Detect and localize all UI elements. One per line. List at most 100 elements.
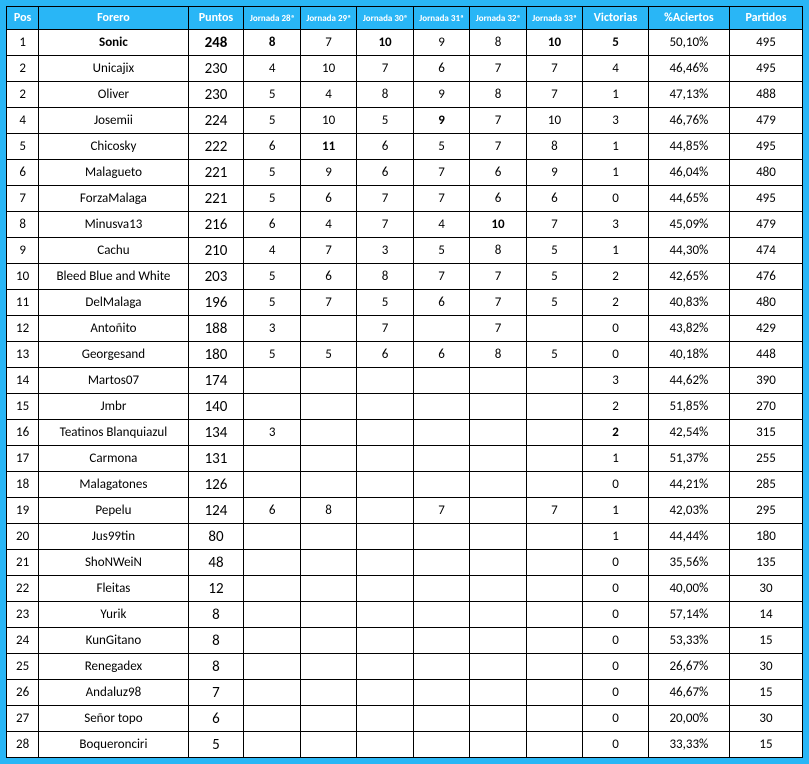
cell-j28 <box>244 706 300 732</box>
cell-j32: 7 <box>470 264 526 290</box>
cell-j32: 6 <box>470 186 526 212</box>
cell-j31 <box>413 420 469 446</box>
cell-aciertos: 40,18% <box>648 342 729 368</box>
col-header-puntos: Puntos <box>188 7 244 30</box>
cell-puntos: 48 <box>188 550 244 576</box>
cell-j31 <box>413 316 469 342</box>
cell-j33: 9 <box>526 160 582 186</box>
cell-j31: 5 <box>413 238 469 264</box>
cell-partidos: 429 <box>729 316 802 342</box>
table-row: 26Andaluz987046,67%15 <box>7 680 803 706</box>
cell-pos: 24 <box>7 628 39 654</box>
cell-j29 <box>300 394 356 420</box>
cell-forero: ShoNWeiN <box>39 550 188 576</box>
col-header-aciertos: %Aciertos <box>648 7 729 30</box>
cell-forero: Renegadex <box>39 654 188 680</box>
table-row: 8Minusva132166474107345,09%479 <box>7 212 803 238</box>
cell-j30 <box>357 654 413 680</box>
cell-j33: 7 <box>526 212 582 238</box>
table-row: 4Josemii22451059710346,76%479 <box>7 108 803 134</box>
cell-j30 <box>357 550 413 576</box>
cell-j29 <box>300 368 356 394</box>
cell-pos: 26 <box>7 680 39 706</box>
cell-j31: 7 <box>413 186 469 212</box>
cell-j31 <box>413 654 469 680</box>
cell-j30: 6 <box>357 160 413 186</box>
cell-j28: 5 <box>244 342 300 368</box>
cell-j28: 3 <box>244 316 300 342</box>
cell-j29: 6 <box>300 186 356 212</box>
cell-forero: Chicosky <box>39 134 188 160</box>
cell-j33 <box>526 602 582 628</box>
cell-puntos: 7 <box>188 680 244 706</box>
col-header-j31: Jornada 31ª <box>413 7 469 30</box>
cell-j32: 8 <box>470 82 526 108</box>
cell-j29 <box>300 420 356 446</box>
cell-j31: 5 <box>413 134 469 160</box>
cell-j32: 10 <box>470 212 526 238</box>
cell-forero: Teatinos Blanquiazul <box>39 420 188 446</box>
cell-j29: 7 <box>300 290 356 316</box>
cell-aciertos: 44,21% <box>648 472 729 498</box>
cell-aciertos: 44,30% <box>648 238 729 264</box>
cell-forero: Señor topo <box>39 706 188 732</box>
cell-j31: 9 <box>413 108 469 134</box>
cell-j29: 8 <box>300 498 356 524</box>
cell-aciertos: 42,65% <box>648 264 729 290</box>
cell-j31: 7 <box>413 498 469 524</box>
cell-pos: 20 <box>7 524 39 550</box>
cell-partidos: 135 <box>729 550 802 576</box>
cell-partidos: 15 <box>729 732 802 758</box>
cell-puntos: 221 <box>188 186 244 212</box>
cell-pos: 18 <box>7 472 39 498</box>
cell-j32 <box>470 550 526 576</box>
cell-pos: 5 <box>7 134 39 160</box>
cell-j28 <box>244 680 300 706</box>
cell-puntos: 222 <box>188 134 244 160</box>
cell-aciertos: 44,62% <box>648 368 729 394</box>
col-header-j32: Jornada 32ª <box>470 7 526 30</box>
cell-aciertos: 45,09% <box>648 212 729 238</box>
cell-j33 <box>526 680 582 706</box>
cell-pos: 4 <box>7 108 39 134</box>
cell-j33 <box>526 732 582 758</box>
cell-puntos: 224 <box>188 108 244 134</box>
cell-forero: Carmona <box>39 446 188 472</box>
cell-j30: 5 <box>357 290 413 316</box>
cell-j30: 7 <box>357 186 413 212</box>
cell-j32 <box>470 628 526 654</box>
cell-j28: 6 <box>244 498 300 524</box>
table-row: 7ForzaMalaga221567766044,65%495 <box>7 186 803 212</box>
cell-puntos: 210 <box>188 238 244 264</box>
cell-j31: 9 <box>413 30 469 56</box>
cell-forero: Jus99tin <box>39 524 188 550</box>
col-header-j28: Jornada 28ª <box>244 7 300 30</box>
table-header: PosForeroPuntosJornada 28ªJornada 29ªJor… <box>7 7 803 30</box>
cell-j33 <box>526 472 582 498</box>
cell-forero: Unicajix <box>39 56 188 82</box>
cell-partidos: 479 <box>729 212 802 238</box>
cell-j29: 9 <box>300 160 356 186</box>
cell-partidos: 15 <box>729 628 802 654</box>
cell-j29: 5 <box>300 342 356 368</box>
cell-j32 <box>470 498 526 524</box>
cell-forero: Georgesand <box>39 342 188 368</box>
cell-j28: 5 <box>244 108 300 134</box>
table-row: 15Jmbr140251,85%270 <box>7 394 803 420</box>
cell-j33 <box>526 316 582 342</box>
cell-aciertos: 53,33% <box>648 628 729 654</box>
cell-j29: 7 <box>300 30 356 56</box>
cell-j32 <box>470 368 526 394</box>
cell-pos: 28 <box>7 732 39 758</box>
cell-j33: 5 <box>526 264 582 290</box>
cell-j32: 6 <box>470 160 526 186</box>
cell-j33: 10 <box>526 108 582 134</box>
cell-puntos: 216 <box>188 212 244 238</box>
cell-j28 <box>244 446 300 472</box>
cell-j32: 7 <box>470 290 526 316</box>
cell-puntos: 124 <box>188 498 244 524</box>
cell-j29 <box>300 446 356 472</box>
cell-j29 <box>300 680 356 706</box>
cell-j31 <box>413 706 469 732</box>
cell-j31 <box>413 524 469 550</box>
